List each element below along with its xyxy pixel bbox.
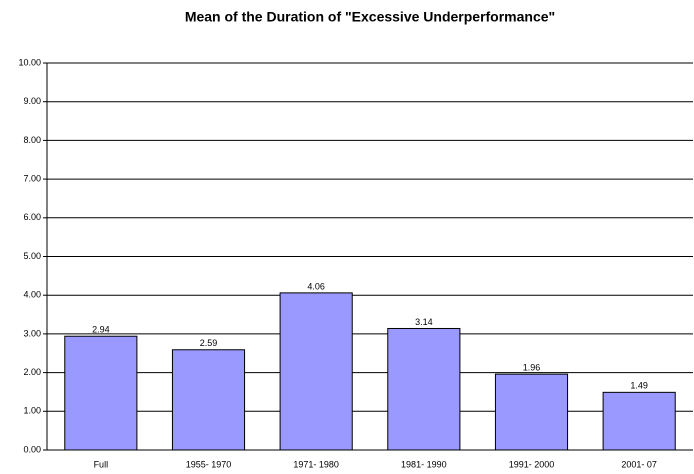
bar (494, 373, 569, 451)
x-tick-label: 1991- 2000 (509, 459, 555, 469)
bar (171, 349, 246, 451)
x-tick-label: 1955- 1970 (186, 459, 232, 469)
y-tick-label: 3.00 (23, 328, 41, 338)
x-tick-label: 1981- 1990 (401, 459, 447, 469)
y-tick-label: 0.00 (23, 444, 41, 454)
x-tick-label: 2001- 07 (621, 459, 657, 469)
bar (64, 335, 138, 451)
data-label: 3.14 (415, 317, 433, 327)
bar (602, 391, 676, 451)
y-tick-label: 2.00 (23, 367, 41, 377)
x-tick-label: 1971- 1980 (293, 459, 339, 469)
y-tick-label: 8.00 (23, 135, 41, 145)
data-label: 1.49 (630, 381, 648, 391)
y-tick-label: 4.00 (23, 290, 41, 300)
y-tick-label: 5.00 (23, 251, 41, 261)
y-tick-label: 7.00 (23, 173, 41, 183)
bar (387, 327, 461, 451)
data-label: 4.06 (307, 281, 325, 291)
data-label: 1.96 (523, 363, 541, 373)
y-tick-label: 10.00 (18, 57, 41, 67)
y-tick-label: 1.00 (23, 406, 41, 416)
x-tick-label: Full (94, 459, 109, 469)
data-label: 2.59 (200, 338, 218, 348)
bar (279, 292, 353, 451)
y-tick-label: 9.00 (23, 96, 41, 106)
data-label: 2.94 (92, 325, 110, 335)
y-tick-label: 6.00 (23, 212, 41, 222)
chart-title: Mean of the Duration of "Excessive Under… (185, 9, 555, 25)
